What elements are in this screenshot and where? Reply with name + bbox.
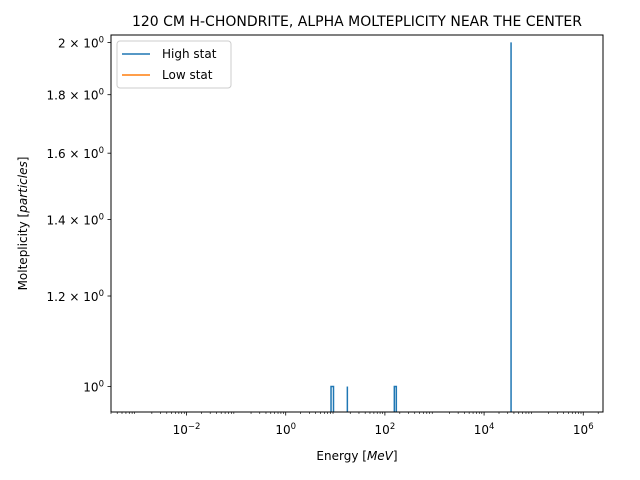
x-tick-label: 106 bbox=[573, 422, 594, 437]
x-axis-label-bracket: ] bbox=[393, 449, 398, 463]
y-tick-label: 1.8 × 100 bbox=[47, 88, 104, 103]
legend: High stat Low stat bbox=[116, 40, 232, 89]
y-tick-label: 1.4 × 100 bbox=[47, 212, 104, 227]
plot-frame bbox=[110, 34, 604, 413]
y-tick-label: 1.6 × 100 bbox=[47, 146, 104, 161]
y-axis: 100 1.2 × 100 1.4 × 100 1.6 × 100 1.8 × 100 2… bbox=[47, 35, 111, 395]
x-axis: 10−2 100 102 104 106 bbox=[110, 412, 599, 437]
series-spike bbox=[330, 385, 335, 412]
y-axis-label-unit: particles bbox=[16, 161, 30, 214]
x-tick-label: 102 bbox=[375, 422, 396, 437]
x-tick-label: 104 bbox=[474, 422, 495, 437]
x-tick-label: 10−2 bbox=[173, 422, 201, 437]
legend-label: Low stat bbox=[162, 68, 213, 82]
plot-series bbox=[330, 42, 512, 412]
x-axis-label-text: Energy [ bbox=[316, 449, 367, 463]
y-axis-label-text: Molteplicity [ bbox=[16, 213, 30, 291]
y-tick-label: 1.2 × 100 bbox=[47, 289, 104, 304]
x-tick-label: 100 bbox=[275, 422, 296, 437]
legend-box bbox=[116, 40, 232, 89]
legend-label: High stat bbox=[162, 47, 217, 61]
y-axis-label: Molteplicity [particles] bbox=[16, 157, 30, 291]
y-tick-label: 2 × 100 bbox=[58, 35, 104, 50]
y-tick-label: 100 bbox=[83, 380, 104, 395]
x-axis-label-unit: MeV bbox=[367, 449, 394, 463]
chart-title: 120 CM H-CHONDRITE, ALPHA MOLTEPLICITY N… bbox=[132, 14, 582, 30]
series-spike bbox=[393, 385, 398, 412]
x-axis-label: Energy [MeV] bbox=[316, 449, 397, 463]
y-axis-label-bracket: ] bbox=[16, 157, 30, 162]
